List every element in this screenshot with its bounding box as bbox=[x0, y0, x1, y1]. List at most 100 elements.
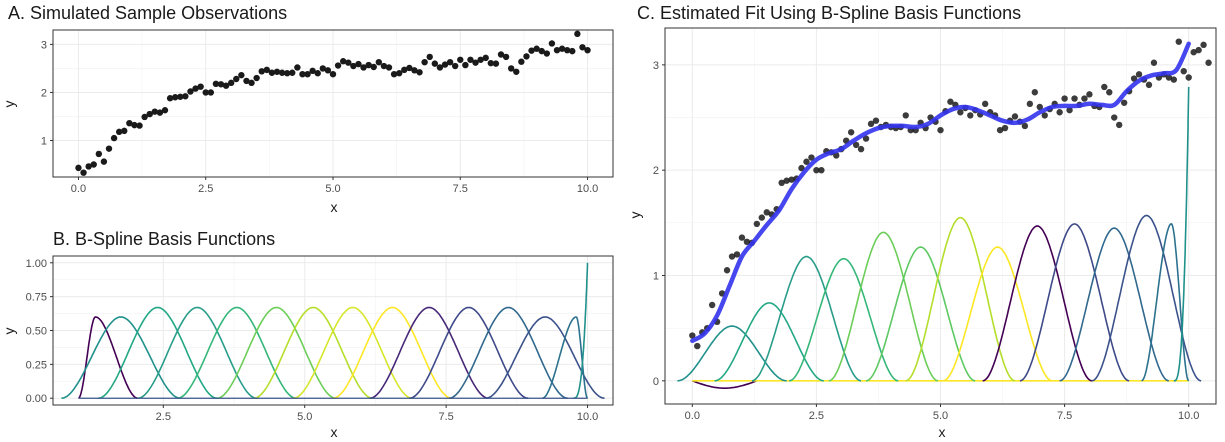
panel-a-data-point bbox=[380, 62, 388, 70]
panel-c-tick-label-y: 1 bbox=[653, 271, 659, 283]
panel-b-xlabel: x bbox=[331, 424, 338, 440]
panel-a-tick-label-y: 2 bbox=[41, 87, 47, 99]
panel-a-data-point bbox=[115, 128, 123, 136]
panel-c-data-point bbox=[1135, 71, 1143, 78]
panel-c-basis-curve bbox=[1173, 86, 1190, 382]
panel-c-tick-label-y: 2 bbox=[653, 165, 659, 177]
panel-a-tick-label-x: 5.0 bbox=[325, 183, 340, 195]
panel-a-data-point bbox=[385, 64, 393, 71]
panel-a-xlabel: x bbox=[331, 199, 338, 215]
panel-c-data-point bbox=[689, 332, 696, 339]
panel-c-data-point bbox=[1195, 46, 1202, 54]
panel-a-data-point bbox=[401, 66, 408, 74]
panel-b-ylabel: y bbox=[1, 328, 17, 335]
panel-a-data-point bbox=[538, 47, 545, 55]
panel-c-data-point bbox=[1081, 95, 1088, 102]
panel-c-data-point bbox=[1086, 91, 1093, 98]
panel-b-basis-curve bbox=[293, 306, 413, 399]
panel-a-data-point bbox=[151, 108, 159, 115]
panel-c-data-point bbox=[733, 251, 741, 258]
panel-a-data-point bbox=[166, 95, 174, 102]
panel-a-data-point bbox=[436, 64, 444, 71]
panel-c-data-point bbox=[857, 145, 865, 153]
panel-c-data-point bbox=[808, 154, 815, 161]
panel-c-data-point bbox=[852, 141, 860, 149]
panel-c-tick-label-x: 10.0 bbox=[1178, 410, 1199, 422]
panel-a-data-point bbox=[192, 85, 199, 92]
panel-a-data-point bbox=[563, 46, 571, 54]
panel-a-data-point bbox=[278, 69, 286, 76]
panel-b-basis-curve bbox=[542, 316, 589, 399]
panel-c-data-point bbox=[1001, 124, 1009, 132]
panel-c-basis-curve bbox=[677, 325, 787, 382]
panel-a-data-point bbox=[365, 61, 372, 69]
panel-c-data-point bbox=[1041, 112, 1048, 119]
panel-a-tick-label-y: 3 bbox=[41, 39, 47, 51]
panel-c-data-point bbox=[1205, 59, 1212, 66]
panel-c-tick-label-x: 2.5 bbox=[809, 410, 824, 422]
panel-c-basis-curve bbox=[692, 380, 758, 389]
panel-a-data-point bbox=[253, 74, 260, 82]
panel-c-tick-label-x: 5.0 bbox=[933, 410, 948, 422]
panel-a-data-point bbox=[487, 59, 495, 67]
panel-c-basis-curve bbox=[828, 231, 939, 382]
panel-c-data-point bbox=[1190, 49, 1197, 56]
panel-c-data-point bbox=[723, 267, 731, 274]
panel-a-data-point bbox=[411, 67, 418, 74]
panel-c-data-point bbox=[1116, 121, 1123, 129]
panel-a-data-point bbox=[431, 60, 439, 67]
panel-c-tick-label-x: 0.0 bbox=[685, 410, 700, 422]
panel-c-data-point bbox=[867, 120, 875, 128]
panel-a-data-point bbox=[543, 50, 551, 57]
panel-c-tick-label-x: 7.5 bbox=[1057, 410, 1072, 422]
panel-a-data-point bbox=[177, 93, 184, 100]
panel-b-basis-curve bbox=[448, 306, 568, 399]
panel-c-basis-curve bbox=[1019, 223, 1130, 382]
panel-a-data-point bbox=[355, 60, 362, 68]
panel-c-data-point bbox=[1101, 83, 1108, 91]
panel-c-data-point bbox=[1185, 74, 1192, 81]
panel-b-tick-label-y: 1.00 bbox=[26, 258, 47, 270]
panel-c-data-point bbox=[847, 129, 855, 136]
panel-b-title: B. B-Spline Basis Functions bbox=[53, 229, 275, 249]
panel-a-data-point bbox=[345, 59, 352, 66]
panel-a-data-point bbox=[584, 46, 591, 54]
panel-c-basis-curve bbox=[942, 246, 1053, 382]
panel-c-data-point bbox=[1150, 59, 1158, 66]
panel-a-data-point bbox=[273, 68, 281, 75]
panel-c-data-point bbox=[902, 112, 909, 119]
panel-a-data-point bbox=[548, 40, 556, 47]
panel-c-basis-curve bbox=[788, 257, 899, 382]
panel-a-data-point bbox=[100, 158, 108, 165]
panel-a-data-point bbox=[360, 64, 367, 71]
panel-c-data-point bbox=[947, 98, 954, 105]
panel-a-data-point bbox=[304, 70, 311, 78]
panel-a-data-point bbox=[553, 46, 561, 54]
panel-a-tick-label-x: 0.0 bbox=[71, 183, 86, 195]
panel-c-data-point bbox=[981, 100, 989, 108]
panel-c-data-point bbox=[1111, 114, 1118, 121]
panel-c-data-point bbox=[798, 164, 805, 172]
panel-c-data-point bbox=[694, 342, 701, 350]
panel-c-data-point bbox=[1011, 113, 1019, 120]
panel-a-data-point bbox=[141, 113, 148, 121]
panel-b-tick-label-x: 10.0 bbox=[577, 411, 598, 423]
panel-b-basis-curve bbox=[332, 306, 452, 399]
panel-a-data-point bbox=[523, 53, 530, 60]
panel-b-basis-curve bbox=[216, 306, 336, 399]
panel-c-plot: 0.0 2.5 5.0 7.5 10.0 0 1 2 3 bbox=[653, 27, 1217, 422]
panel-b-tick-label-y: 0.50 bbox=[26, 326, 47, 338]
panel-a-data-point bbox=[406, 64, 413, 72]
panel-c-data-point bbox=[957, 109, 964, 116]
panel-a-data-point bbox=[263, 66, 271, 74]
panel-c-data-point bbox=[763, 209, 770, 216]
panel-a-data-point bbox=[207, 89, 215, 96]
panel-a-data-point bbox=[161, 107, 169, 114]
panel-a-data-point bbox=[75, 164, 82, 172]
panel-a-plot: 0.0 2.5 5.0 7.5 10.0 1 2 3 bbox=[41, 29, 614, 195]
panel-a-data-point bbox=[268, 69, 276, 76]
panel-c-panel-border bbox=[664, 27, 1217, 405]
panel-c-data-point bbox=[1180, 67, 1187, 75]
panel-a-data-point bbox=[289, 69, 296, 76]
panel-c-basis-curve bbox=[1141, 223, 1190, 382]
